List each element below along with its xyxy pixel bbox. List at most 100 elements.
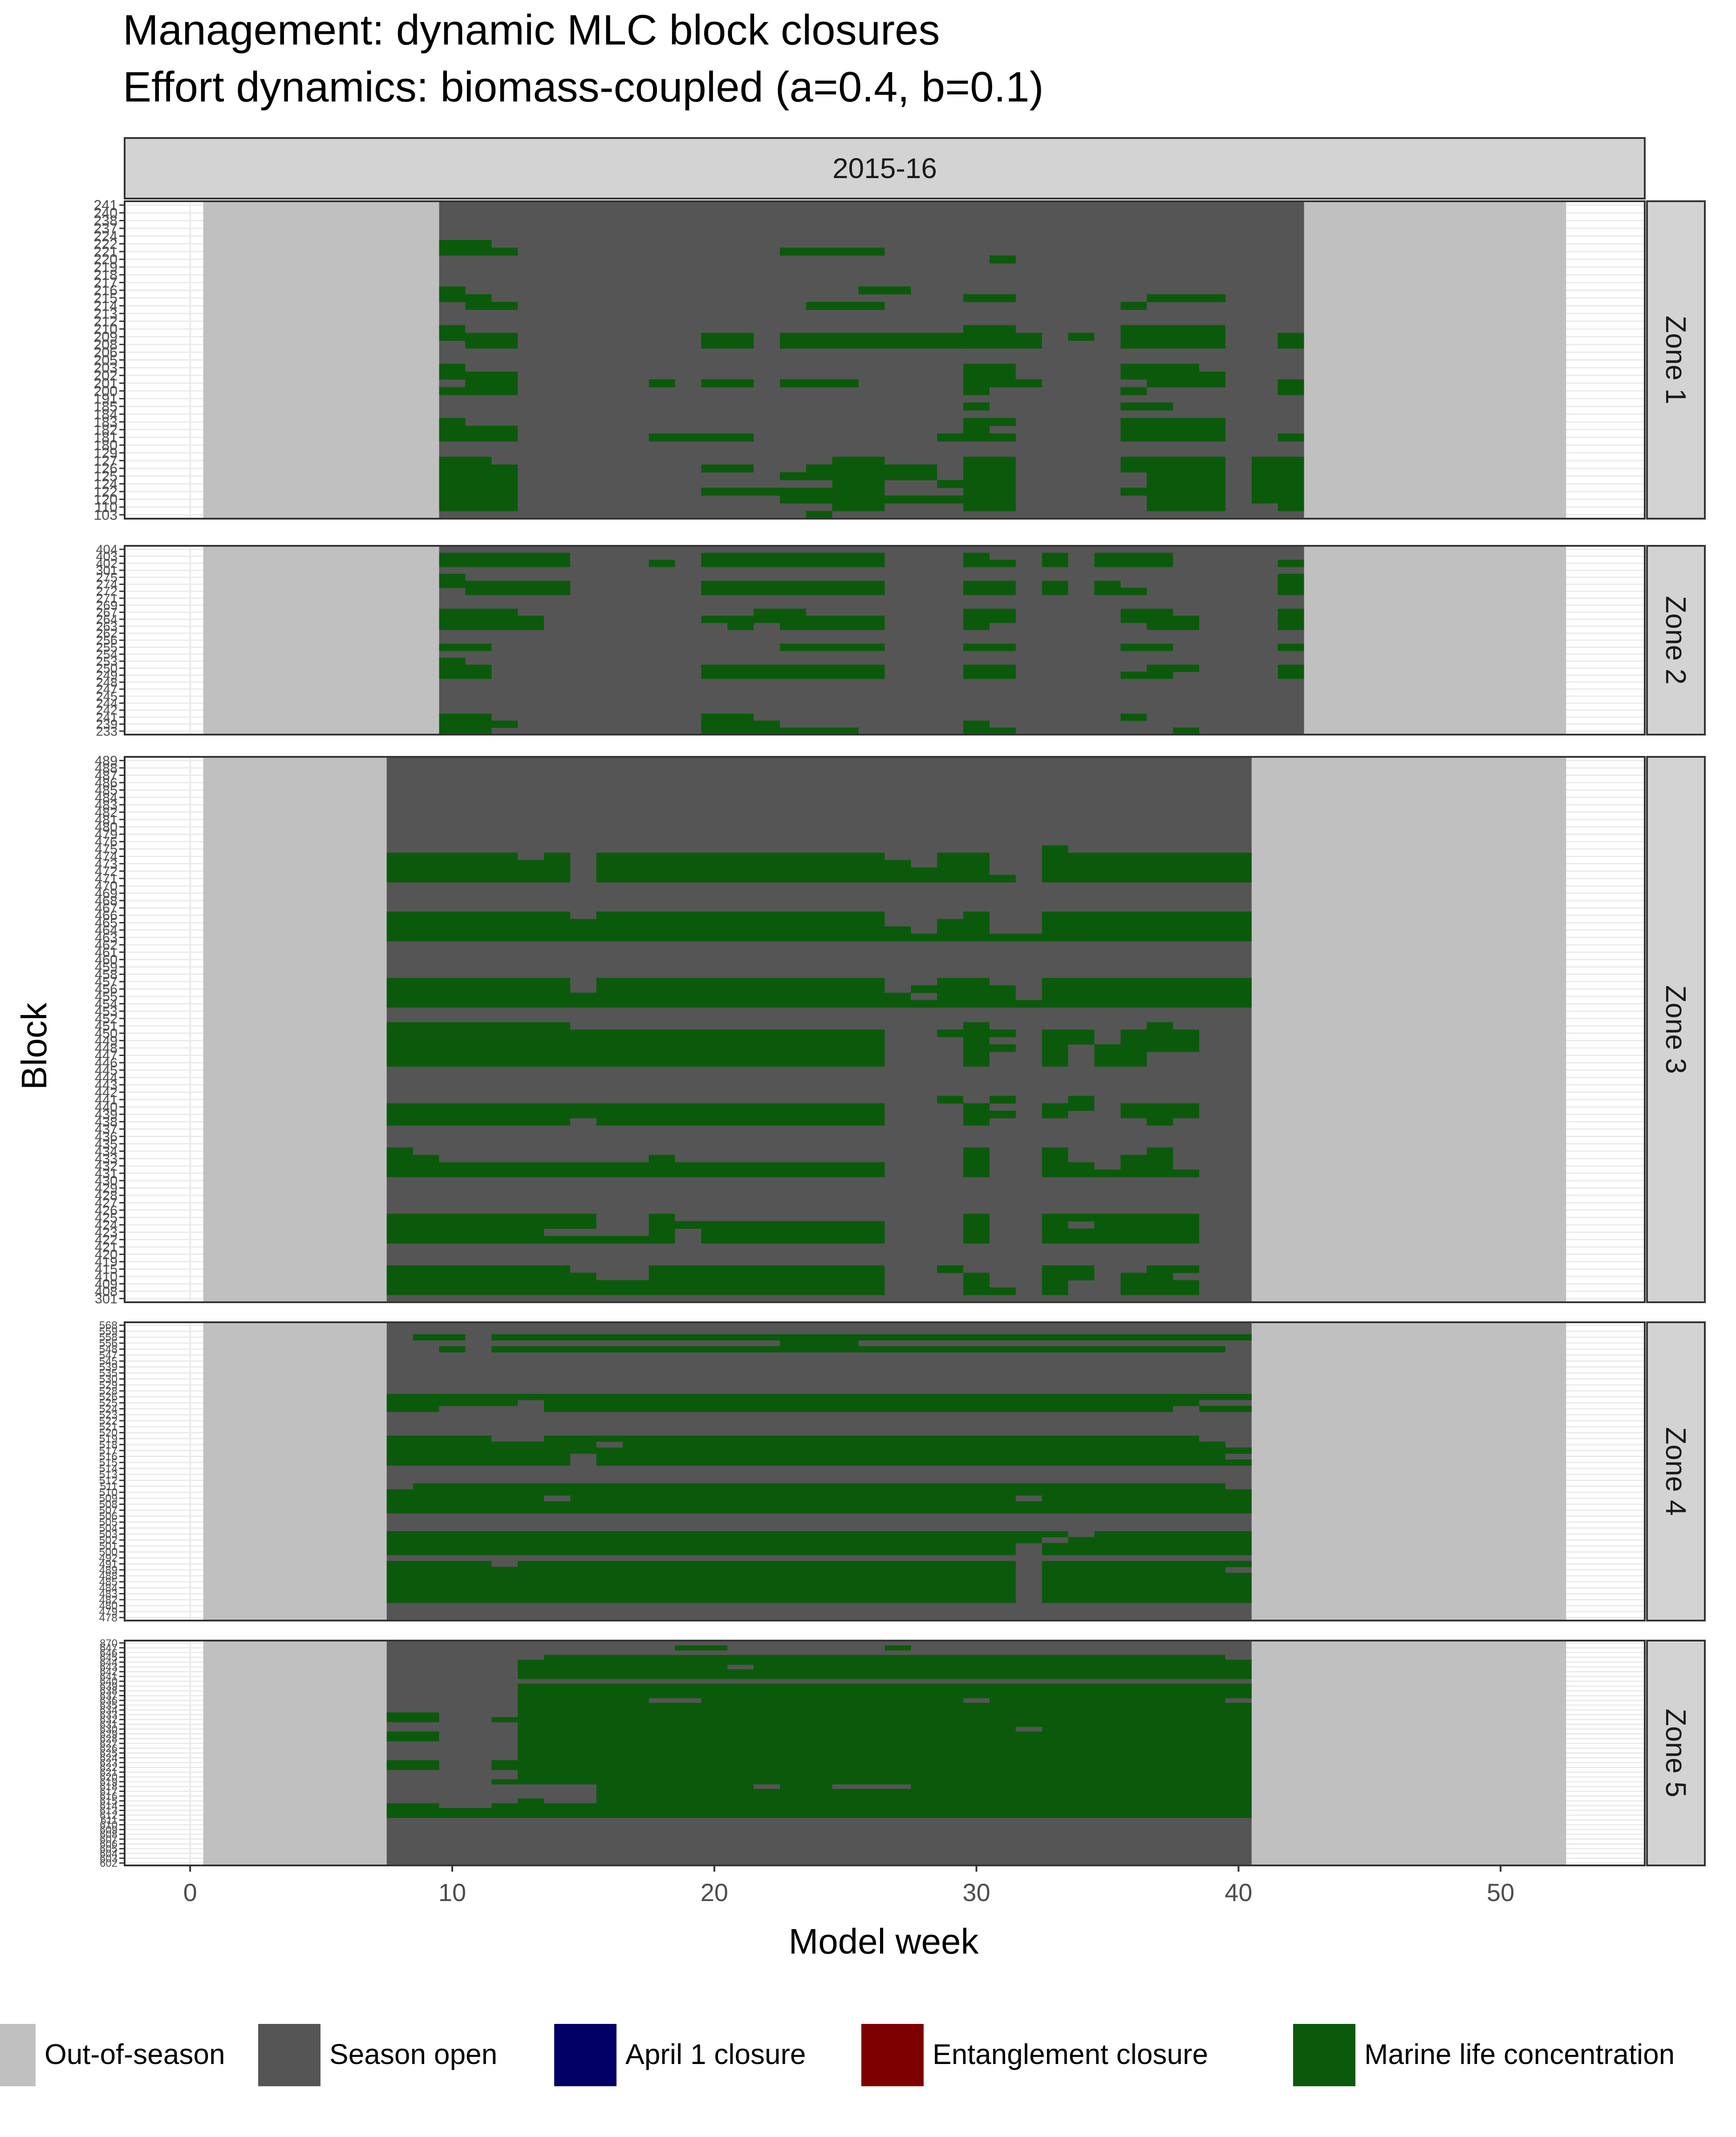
panel-zone-3: 4894884874864854844834824814804794764754… [95,753,1706,1306]
mlc-closure-cell [386,1037,885,1045]
mlc-closure-cell [1042,1147,1068,1155]
mlc-closure-cell [386,1812,1252,1818]
zone-strip [1646,756,1706,1303]
x-axis-title: Model week [789,1922,979,1961]
mlc-closure-cell [544,1435,1200,1442]
mlc-closure-cell [596,1793,1252,1799]
mlc-closure-cell [1120,1162,1173,1170]
mlc-closure-cell [1251,464,1304,473]
mlc-closure-cell [1042,1221,1068,1229]
y-tick-label: 221 [93,244,118,260]
mlc-closure-cell [596,853,885,861]
mlc-closure-cell [963,503,1016,512]
y-tick-label: 472 [95,864,118,879]
y-tick-label: 129 [93,445,118,461]
y-tick-label: 442 [95,1085,118,1100]
mlc-closure-cell [1042,992,1252,1000]
mlc-closure-cell [937,480,1016,488]
mlc-closure-cell [1120,616,1200,623]
y-tick-label: 471 [95,871,118,886]
y-tick-label: 402 [96,557,118,571]
y-tick-label: 647 [100,1642,118,1654]
y-tick-label: 126 [93,460,118,476]
mlc-closure-cell [439,248,518,256]
mlc-closure-cell [937,926,990,934]
mlc-closure-cell [491,1760,1252,1765]
mlc-closure-cell [596,867,937,875]
y-tick-label: 182 [93,422,118,438]
mlc-closure-cell [1042,1549,1252,1556]
y-tick-label: 465 [95,915,118,930]
mlc-closure-cell [963,664,1016,672]
mlc-closure-cell [963,456,1016,465]
mlc-closure-cell [963,560,1016,567]
y-tick-label: 269 [96,599,118,613]
mlc-closure-cell [832,503,885,512]
mlc-closure-cell [386,1765,439,1770]
mlc-closure-cell [1120,456,1225,465]
y-tick-label: 614 [100,1800,118,1812]
mlc-closure-cell [386,985,570,993]
mlc-closure-cell [518,1741,1252,1746]
y-tick-label: 451 [95,1019,118,1034]
x-tick-label: 20 [701,1878,728,1906]
y-tick-label: 481 [95,812,118,827]
mlc-closure-cell [1251,488,1304,496]
legend-label: April 1 closure [625,2038,806,2070]
mlc-closure-cell [1120,325,1225,333]
mlc-closure-cell [491,1779,1252,1784]
top-strip-label: 2015-16 [832,152,937,184]
top-strip [124,137,1646,199]
mlc-closure-cell [386,1736,439,1742]
mlc-closure-cell [1147,379,1225,387]
y-tick-label: 425 [95,1210,118,1225]
mlc-closure-cell [439,371,518,380]
y-tick-label: 403 [96,550,118,564]
mlc-closure-cell [701,720,780,728]
y-tick-label: 484 [95,790,118,805]
mlc-closure-cell [439,658,466,665]
y-tick-label: 556 [99,1338,118,1350]
mlc-closure-cell [963,1214,990,1222]
y-tick-label: 441 [95,1092,118,1107]
mlc-closure-cell [963,911,990,919]
mlc-closure-cell [937,919,990,927]
y-tick-label: 516 [99,1451,118,1463]
mlc-closure-cell [832,456,885,465]
mlc-closure-cell [963,1059,990,1067]
y-tick-label: 622 [100,1762,118,1774]
y-tick-label: 480 [95,820,118,835]
y-tick-label: 535 [99,1368,118,1380]
y-tick-label: 529 [99,1379,118,1391]
y-tick-label: 635 [100,1699,118,1711]
mlc-closure-cell [386,1442,596,1448]
mlc-closure-cell [649,1154,675,1163]
y-tick-label: 627 [100,1738,118,1750]
y-tick-label: 503 [99,1528,118,1540]
y-tick-label: 638 [100,1685,118,1697]
y-tick-label: 643 [100,1661,118,1673]
y-tick-label: 242 [96,703,118,718]
plot-area: 2015-16241240238237224222221220219218217… [93,137,1706,1906]
mlc-closure-cell [1251,456,1304,465]
mlc-closure-cell [386,874,570,883]
legend-label: Entanglement closure [933,2038,1208,2070]
y-tick-label: 483 [99,1588,118,1600]
y-tick-label: 419 [95,1255,118,1270]
mlc-closure-cell [1120,433,1225,442]
y-tick-label: 205 [93,352,118,368]
mlc-closure-cell [1147,472,1225,480]
y-tick-label: 447 [95,1048,118,1063]
y-tick-label: 603 [100,1853,118,1865]
mlc-closure-cell [518,1669,1252,1674]
y-tick-label: 870 [100,1637,118,1649]
mlc-closure-cell [832,480,885,488]
y-tick-label: 612 [100,1810,118,1822]
y-tick-label: 245 [96,690,118,704]
mlc-closure-cell [1042,1154,1068,1163]
y-tick-label: 521 [99,1421,118,1433]
mlc-closure-cell [1120,402,1173,411]
mlc-closure-cell [386,1236,675,1244]
mlc-closure-cell [413,1483,1225,1490]
y-tick-label: 610 [100,1819,118,1831]
